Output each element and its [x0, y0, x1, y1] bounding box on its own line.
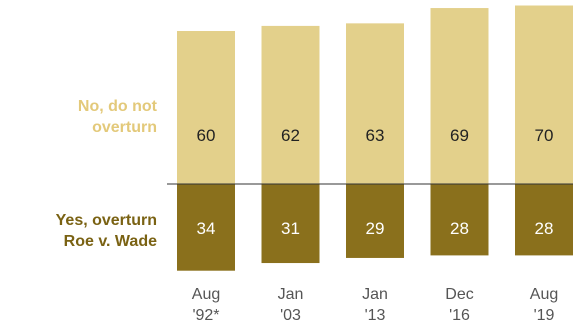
series-label-no-line1: No, do not [77, 98, 157, 115]
value-label-yes-overturn: 28 [535, 219, 554, 238]
bar-yes-overturn [177, 184, 235, 271]
category-label-month: Aug [192, 286, 220, 303]
value-label-no-overturn: 62 [281, 126, 300, 145]
bar-yes-overturn [346, 184, 404, 258]
bar-yes-overturn [430, 184, 489, 256]
value-label-no-overturn: 70 [535, 126, 554, 145]
series-label-yes-line2: Roe v. Wade [63, 233, 157, 250]
bar-no-overturn [346, 23, 404, 184]
category-label-year: '13 [365, 307, 386, 324]
category-label-year: '03 [280, 307, 301, 324]
bar-yes-overturn [261, 184, 320, 264]
category-label-month: Dec [445, 286, 473, 303]
category-label-year: '92* [192, 307, 219, 324]
category-label-year: '19 [534, 307, 555, 324]
value-label-yes-overturn: 29 [366, 219, 385, 238]
category-label-year: '16 [449, 307, 470, 324]
value-label-yes-overturn: 34 [197, 219, 216, 238]
series-label-no-overturn: No, do not overturn [0, 96, 157, 138]
category-label-month: Aug [530, 286, 558, 303]
category-label-month: Jan [362, 286, 388, 303]
value-label-yes-overturn: 31 [281, 219, 300, 238]
category-label-month: Jan [278, 286, 304, 303]
bar-yes-overturn [515, 184, 573, 256]
value-label-yes-overturn: 28 [450, 219, 469, 238]
series-label-no-line2: overturn [92, 119, 157, 136]
bar-no-overturn [430, 8, 489, 184]
value-label-no-overturn: 60 [197, 126, 216, 145]
bar-no-overturn [177, 31, 235, 184]
series-label-yes-overturn: Yes, overturn Roe v. Wade [0, 210, 157, 252]
value-label-no-overturn: 69 [450, 126, 469, 145]
bar-no-overturn [515, 5, 573, 184]
value-label-no-overturn: 63 [366, 126, 385, 145]
series-label-yes-line1: Yes, overturn [55, 212, 157, 229]
bar-no-overturn [261, 25, 320, 185]
